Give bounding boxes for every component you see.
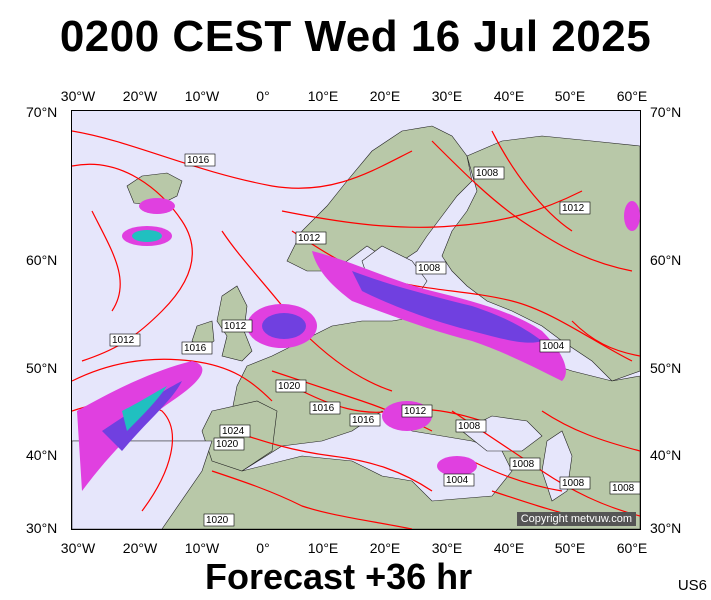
lon-label-bottom: 10°E [307, 540, 339, 556]
lon-label-top: 10°W [184, 88, 220, 104]
rain-heavy [122, 386, 167, 431]
lon-label-bottom: 50°E [554, 540, 586, 556]
lon-label-top: 20°W [122, 88, 158, 104]
isobar-label: 1012 [298, 233, 321, 244]
isobar-label: 1008 [562, 478, 585, 489]
lon-label-top: 10°E [307, 88, 339, 104]
lon-label-top: 60°E [616, 88, 648, 104]
rain-medium [102, 381, 182, 451]
isobar-label: 1012 [404, 406, 427, 417]
lon-label-top: 50°E [554, 88, 586, 104]
lon-label-top: 0° [256, 88, 270, 104]
isobar-label: 1008 [512, 459, 535, 470]
map-title: 0200 CEST Wed 16 Jul 2025 [59, 12, 652, 61]
rain-light [437, 456, 477, 476]
lon-label-bottom: 30°W [60, 540, 96, 556]
lon-label-bottom: 20°E [369, 540, 401, 556]
model-code: US6 [677, 577, 707, 594]
isobar-label: 1024 [222, 426, 245, 437]
lon-label-bottom: 40°E [493, 540, 525, 556]
forecast-label: Forecast +36 hr [205, 556, 473, 597]
lon-label-bottom: 10°W [184, 540, 220, 556]
rain-light [624, 201, 640, 231]
isobar-label: 1004 [446, 475, 469, 486]
isobars [72, 130, 640, 529]
lat-label-right: 50°N [650, 360, 682, 376]
precipitation [77, 198, 640, 491]
isobar-label: 1016 [184, 343, 207, 354]
rain-medium [262, 313, 306, 339]
isobar-label: 1004 [542, 341, 565, 352]
isobar-label: 1016 [312, 403, 335, 414]
map-graphic: 1016 1012 1008 1012 1012 1016 1008 1012 … [72, 125, 640, 529]
rain-heavy [132, 230, 162, 242]
sea-atlantic-south [72, 440, 213, 529]
copyright-notice: Copyright metvuw.com [516, 512, 636, 526]
isobar-label: 1008 [418, 263, 441, 274]
lon-label-top: 40°E [493, 88, 525, 104]
lat-label-left: 70°N [26, 104, 58, 120]
lon-label-bottom: 20°W [122, 540, 158, 556]
lon-label-top: 30°W [60, 88, 96, 104]
lat-label-left: 30°N [26, 520, 58, 536]
lat-label-left: 40°N [26, 447, 58, 463]
isobar-labels: 1016 1012 1008 1012 1012 1016 1008 1012 … [109, 153, 640, 527]
lat-label-right: 30°N [650, 520, 682, 536]
isobar-label: 1020 [206, 515, 229, 526]
rain-light [139, 198, 175, 214]
lon-label-top: 30°E [431, 88, 463, 104]
lat-label-right: 70°N [650, 104, 682, 120]
lat-label-left: 60°N [26, 252, 58, 268]
isobar-label: 1016 [352, 415, 375, 426]
isobar-label: 1020 [216, 439, 239, 450]
isobar-label: 1008 [612, 483, 635, 494]
isobar-label: 1008 [476, 168, 499, 179]
isobar-label: 1012 [112, 335, 135, 346]
rain-medium [352, 271, 542, 343]
isobar-label: 1020 [278, 381, 301, 392]
isobar-label: 1008 [458, 421, 481, 432]
isobar-label: 1012 [562, 203, 585, 214]
lon-label-bottom: 0° [256, 540, 270, 556]
land-scandinavia [286, 125, 473, 272]
lon-label-bottom: 60°E [616, 540, 648, 556]
isobar-label: 1016 [187, 155, 210, 166]
lon-label-bottom: 30°E [431, 540, 463, 556]
lon-label-top: 20°E [369, 88, 401, 104]
lat-label-right: 60°N [650, 252, 682, 268]
lat-label-left: 50°N [26, 360, 58, 376]
lat-label-right: 40°N [650, 447, 682, 463]
weather-map[interactable]: 1016 1012 1008 1012 1012 1016 1008 1012 … [71, 110, 641, 530]
isobar-label: 1012 [224, 321, 247, 332]
